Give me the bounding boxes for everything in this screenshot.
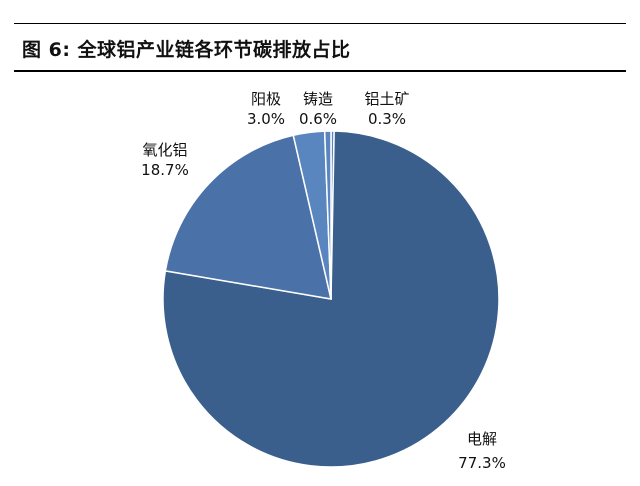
slice-value-yangji: 3.0% — [247, 110, 285, 128]
slice-name-dianjie: 电解 — [467, 430, 497, 448]
pie-slice-zhuzao — [323, 130, 332, 300]
chart-title: 图 6: 全球铝产业链各环节碳排放占比 — [22, 39, 351, 61]
slice-value-dianjie: 77.3% — [458, 454, 506, 472]
top-rule — [14, 23, 626, 24]
slice-name-zhuzao: 铸造 — [303, 90, 333, 108]
pie-slice-yanghualv — [164, 134, 332, 300]
slice-value-lvtukuang: 0.3% — [368, 110, 406, 128]
pie-slices — [162, 130, 500, 468]
slice-name-yangji: 阳极 — [251, 90, 281, 108]
title-rule — [14, 70, 626, 72]
slice-name-lvtukuang: 铝土矿 — [364, 90, 409, 108]
slice-name-yanghualv: 氧化铝 — [142, 141, 187, 159]
slice-value-zhuzao: 0.6% — [299, 110, 337, 128]
slice-value-yanghualv: 18.7% — [141, 161, 189, 179]
